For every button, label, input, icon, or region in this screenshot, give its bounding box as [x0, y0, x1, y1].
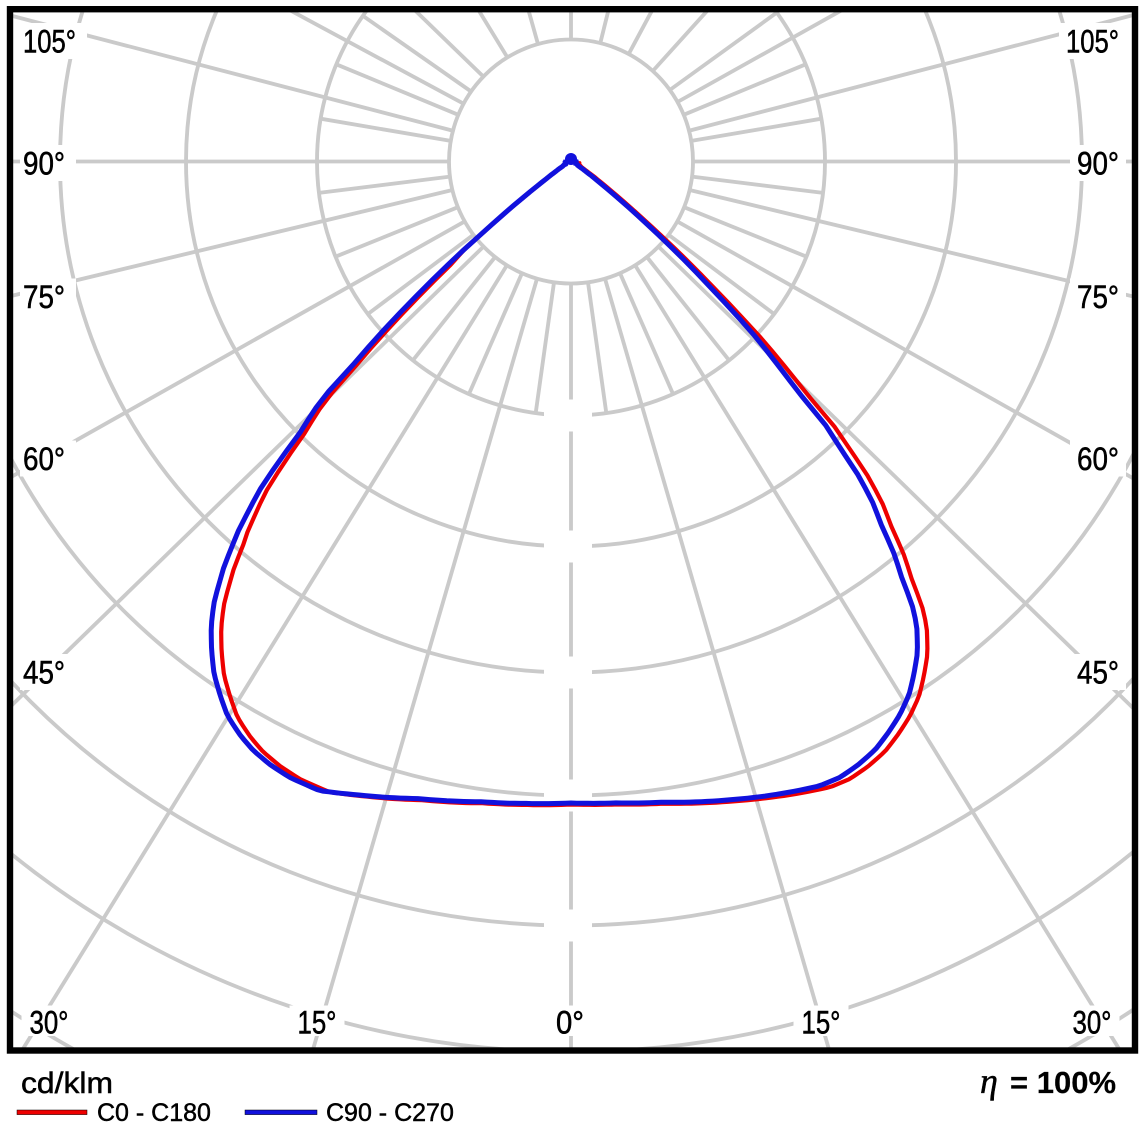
- svg-text:15°: 15°: [802, 1005, 841, 1041]
- svg-text:60°: 60°: [23, 441, 65, 477]
- svg-text:75°: 75°: [23, 279, 65, 315]
- svg-text:75°: 75°: [1077, 279, 1119, 315]
- svg-text:= 100%: = 100%: [1010, 1065, 1116, 1100]
- svg-text:15°: 15°: [298, 1005, 337, 1041]
- svg-text:C90 - C270: C90 - C270: [326, 1099, 454, 1127]
- svg-text:45°: 45°: [1077, 655, 1119, 691]
- svg-text:cd/klm: cd/klm: [21, 1067, 113, 1100]
- svg-text:105°: 105°: [23, 24, 76, 60]
- svg-text:90°: 90°: [1077, 146, 1119, 182]
- svg-text:30°: 30°: [1073, 1005, 1112, 1041]
- svg-text:45°: 45°: [23, 655, 65, 691]
- svg-text:60°: 60°: [1077, 441, 1119, 477]
- svg-text:90°: 90°: [23, 146, 65, 182]
- svg-text:η: η: [980, 1061, 998, 1101]
- svg-text:105°: 105°: [1066, 24, 1119, 60]
- svg-text:30°: 30°: [30, 1005, 69, 1041]
- svg-text:0°: 0°: [556, 1005, 584, 1041]
- svg-text:C0 - C180: C0 - C180: [97, 1099, 211, 1127]
